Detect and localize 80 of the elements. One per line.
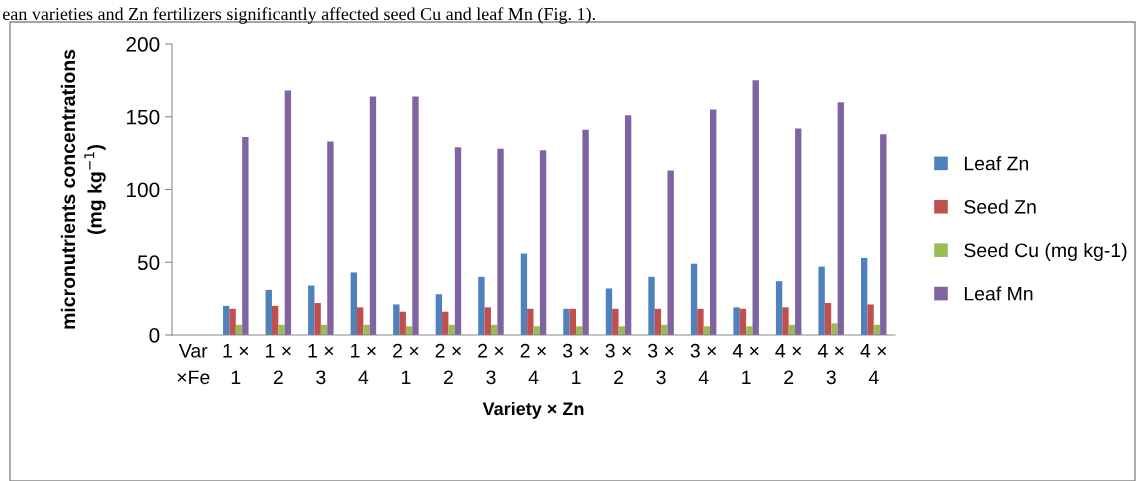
bar: [393, 304, 400, 335]
bar: [284, 90, 292, 335]
y-tick-label: 100: [127, 182, 160, 198]
bar: [624, 115, 632, 335]
x-tick-label: 3 × 4: [690, 343, 717, 385]
x-tick-label: 4 × 1: [732, 344, 759, 385]
bar: [539, 150, 547, 335]
bar: [314, 302, 321, 335]
bar: [363, 324, 370, 335]
bar: [867, 304, 874, 335]
x-tick-label: 3 × 2: [605, 343, 632, 385]
bar: [860, 257, 868, 335]
bar: [880, 134, 887, 335]
bar: [350, 272, 357, 335]
bar: [527, 308, 534, 335]
x-tick-label: 2 × 4: [520, 343, 546, 385]
bar: [369, 96, 377, 335]
y-tick-label: 50: [137, 255, 160, 270]
legend-label: Seed Cu (mg kg-1): [964, 242, 1127, 261]
legend-label: Seed Zn: [964, 199, 1036, 214]
bar: [229, 308, 236, 335]
bar: [582, 129, 589, 335]
bar: [271, 305, 279, 335]
x-tick-label: 3 × 1: [562, 343, 589, 385]
bar: [454, 147, 462, 335]
bar: [242, 137, 249, 335]
x-tick-label: 3 × 3: [648, 343, 674, 385]
bar: [654, 308, 662, 335]
y-tick-label: 150: [127, 109, 160, 125]
bar: [357, 307, 364, 335]
x-tick-label: 1 × 3: [308, 344, 334, 385]
bar: [412, 96, 419, 335]
bar: [710, 109, 717, 335]
x-tick-label: 2 × 2: [435, 343, 461, 385]
bar: [520, 253, 528, 335]
bar: [746, 326, 753, 335]
y-tick-label: 0: [149, 328, 160, 343]
x-tick-label: 4 × 2: [775, 344, 802, 385]
bar: [667, 170, 674, 335]
bar: [223, 305, 230, 335]
bar: [697, 308, 704, 335]
bar: [569, 308, 577, 335]
bar: [478, 276, 485, 335]
x-tick-label: 1 × 4: [351, 344, 376, 385]
bar: [435, 294, 443, 335]
x-tick-label: 4 × 3: [817, 344, 844, 385]
y-axis-title: micronutrients concentrations (mg kg$^{−1}$): [60, 49, 106, 329]
bar: [818, 266, 825, 335]
bar: [278, 324, 285, 335]
legend-label: Leaf Zn: [964, 156, 1029, 171]
bar: [265, 289, 272, 335]
bar: [831, 323, 838, 335]
bar: [563, 308, 570, 335]
bar: [837, 102, 844, 335]
bar: [605, 288, 613, 335]
bar: [612, 308, 619, 335]
bar: [690, 263, 698, 335]
bar: [484, 307, 491, 335]
bar: [308, 285, 315, 335]
text: ean varieties and Zn fertilizers significantly affected seed Cu and leaf Mn (Fig. 1).: [2, 7, 595, 24]
bar: [795, 128, 802, 335]
x-axis-title: Variety × Zn: [482, 401, 584, 419]
bar: [752, 80, 759, 335]
legend-label: Leaf Mn: [964, 286, 1033, 301]
bar: [775, 281, 783, 335]
x-tick-label: Var ×Fe: [177, 344, 210, 385]
bar: [782, 307, 789, 335]
bar: [648, 276, 655, 335]
x-tick-label: 2 × 1: [393, 343, 419, 385]
x-tick-label: 1 × 1: [223, 344, 249, 385]
y-tick-label: 200: [126, 37, 160, 52]
x-tick-label: 4 × 4: [860, 344, 887, 385]
bar: [739, 308, 747, 335]
bar: [497, 148, 504, 335]
bar: [733, 307, 740, 335]
x-tick-label: 2 × 3: [478, 343, 504, 385]
bar: [824, 302, 832, 335]
x-tick-label: 1 × 2: [266, 344, 291, 385]
bar: [327, 141, 334, 335]
bar: [448, 324, 455, 335]
